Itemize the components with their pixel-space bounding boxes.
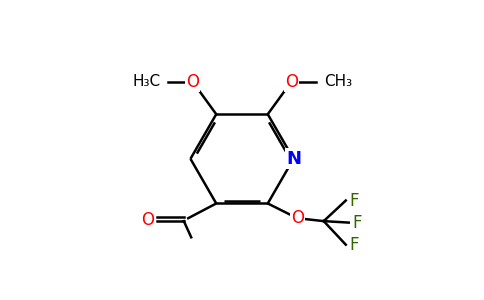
Text: F: F	[349, 191, 359, 209]
Text: H₃C: H₃C	[132, 74, 160, 89]
Text: O: O	[291, 209, 303, 227]
Text: F: F	[352, 214, 362, 232]
Text: O: O	[186, 73, 199, 91]
Text: O: O	[285, 73, 298, 91]
Text: O: O	[141, 211, 154, 229]
Text: F: F	[349, 236, 359, 254]
Text: CH₃: CH₃	[324, 74, 352, 89]
Text: N: N	[286, 150, 301, 168]
